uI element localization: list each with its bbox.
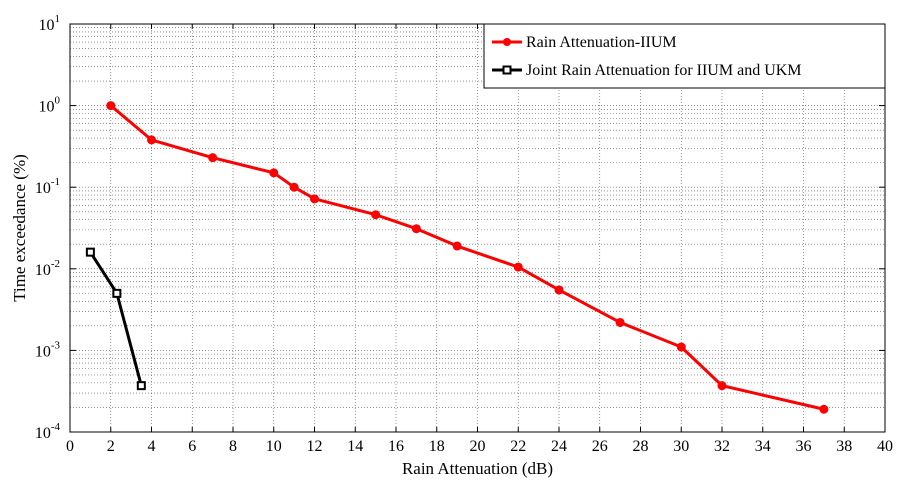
legend: Rain Attenuation-IIUM Joint Rain Attenuat… [483,23,886,89]
x-tick-label: 28 [633,438,649,455]
legend-label: Rain Attenuation-IIUM [526,34,677,51]
data-point-circle [676,342,686,352]
data-point-circle [452,241,462,251]
x-tick-label: 24 [551,438,567,455]
data-point-circle [147,135,156,145]
x-tick-label: 40 [877,438,893,455]
x-axis: 0 2 4 6 8 10 12 14 16 18 20 22 24 26 28 30 32 34 36 38 40 [66,24,893,455]
grid [70,24,885,432]
x-tick-label: 0 [66,438,74,455]
data-point-circle [289,182,299,192]
data-point-circle [554,285,564,295]
data-point-circle [717,381,727,391]
y-tick-label: 100 [39,95,61,116]
x-tick-label: 16 [388,438,404,455]
x-tick-label: 14 [347,438,363,455]
data-point-circle [106,101,116,111]
y-tick-label: 10-2 [35,258,60,279]
x-tick-label: 6 [188,438,196,455]
x-tick-label: 4 [148,438,156,455]
x-tick-label: 30 [673,438,689,455]
data-point-square [85,247,95,257]
y-tick-label: 10-1 [35,176,60,197]
x-tick-label: 32 [714,438,730,455]
x-tick-label: 12 [307,438,323,455]
data-point-circle [269,168,279,178]
data-point-square [136,381,146,391]
x-tick-label: 18 [429,438,445,455]
y-axis-label: Time exceedance (%) [10,154,29,302]
x-tick-label: 2 [107,438,115,455]
legend-box [483,23,886,89]
y-tick-label: 10-4 [35,421,61,442]
x-tick-label: 10 [266,438,282,455]
data-point-circle [411,224,421,234]
data-point-circle [371,210,381,220]
y-tick-label: 10-3 [35,339,61,360]
data-point-circle [615,317,625,327]
x-tick-label: 36 [796,438,812,455]
x-tick-label: 22 [510,438,526,455]
legend-marker-circle [503,38,511,46]
data-point-circle [819,404,829,414]
data-point-circle [310,194,319,204]
data-point-circle [513,262,523,272]
series-layer [85,101,829,414]
legend-label: Joint Rain Attenuation for IIUM and UKM [526,62,802,79]
x-tick-label: 38 [836,438,852,455]
legend-marker-square [502,65,512,75]
data-point-square [112,288,122,298]
data-point-circle [208,153,218,163]
x-tick-label: 26 [592,438,608,455]
x-tick-label: 34 [755,438,771,455]
x-tick-label: 20 [470,438,486,455]
x-tick-label: 8 [229,438,237,455]
y-tick-label: 101 [39,13,61,34]
x-axis-label: Rain Attenuation (dB) [402,459,553,478]
